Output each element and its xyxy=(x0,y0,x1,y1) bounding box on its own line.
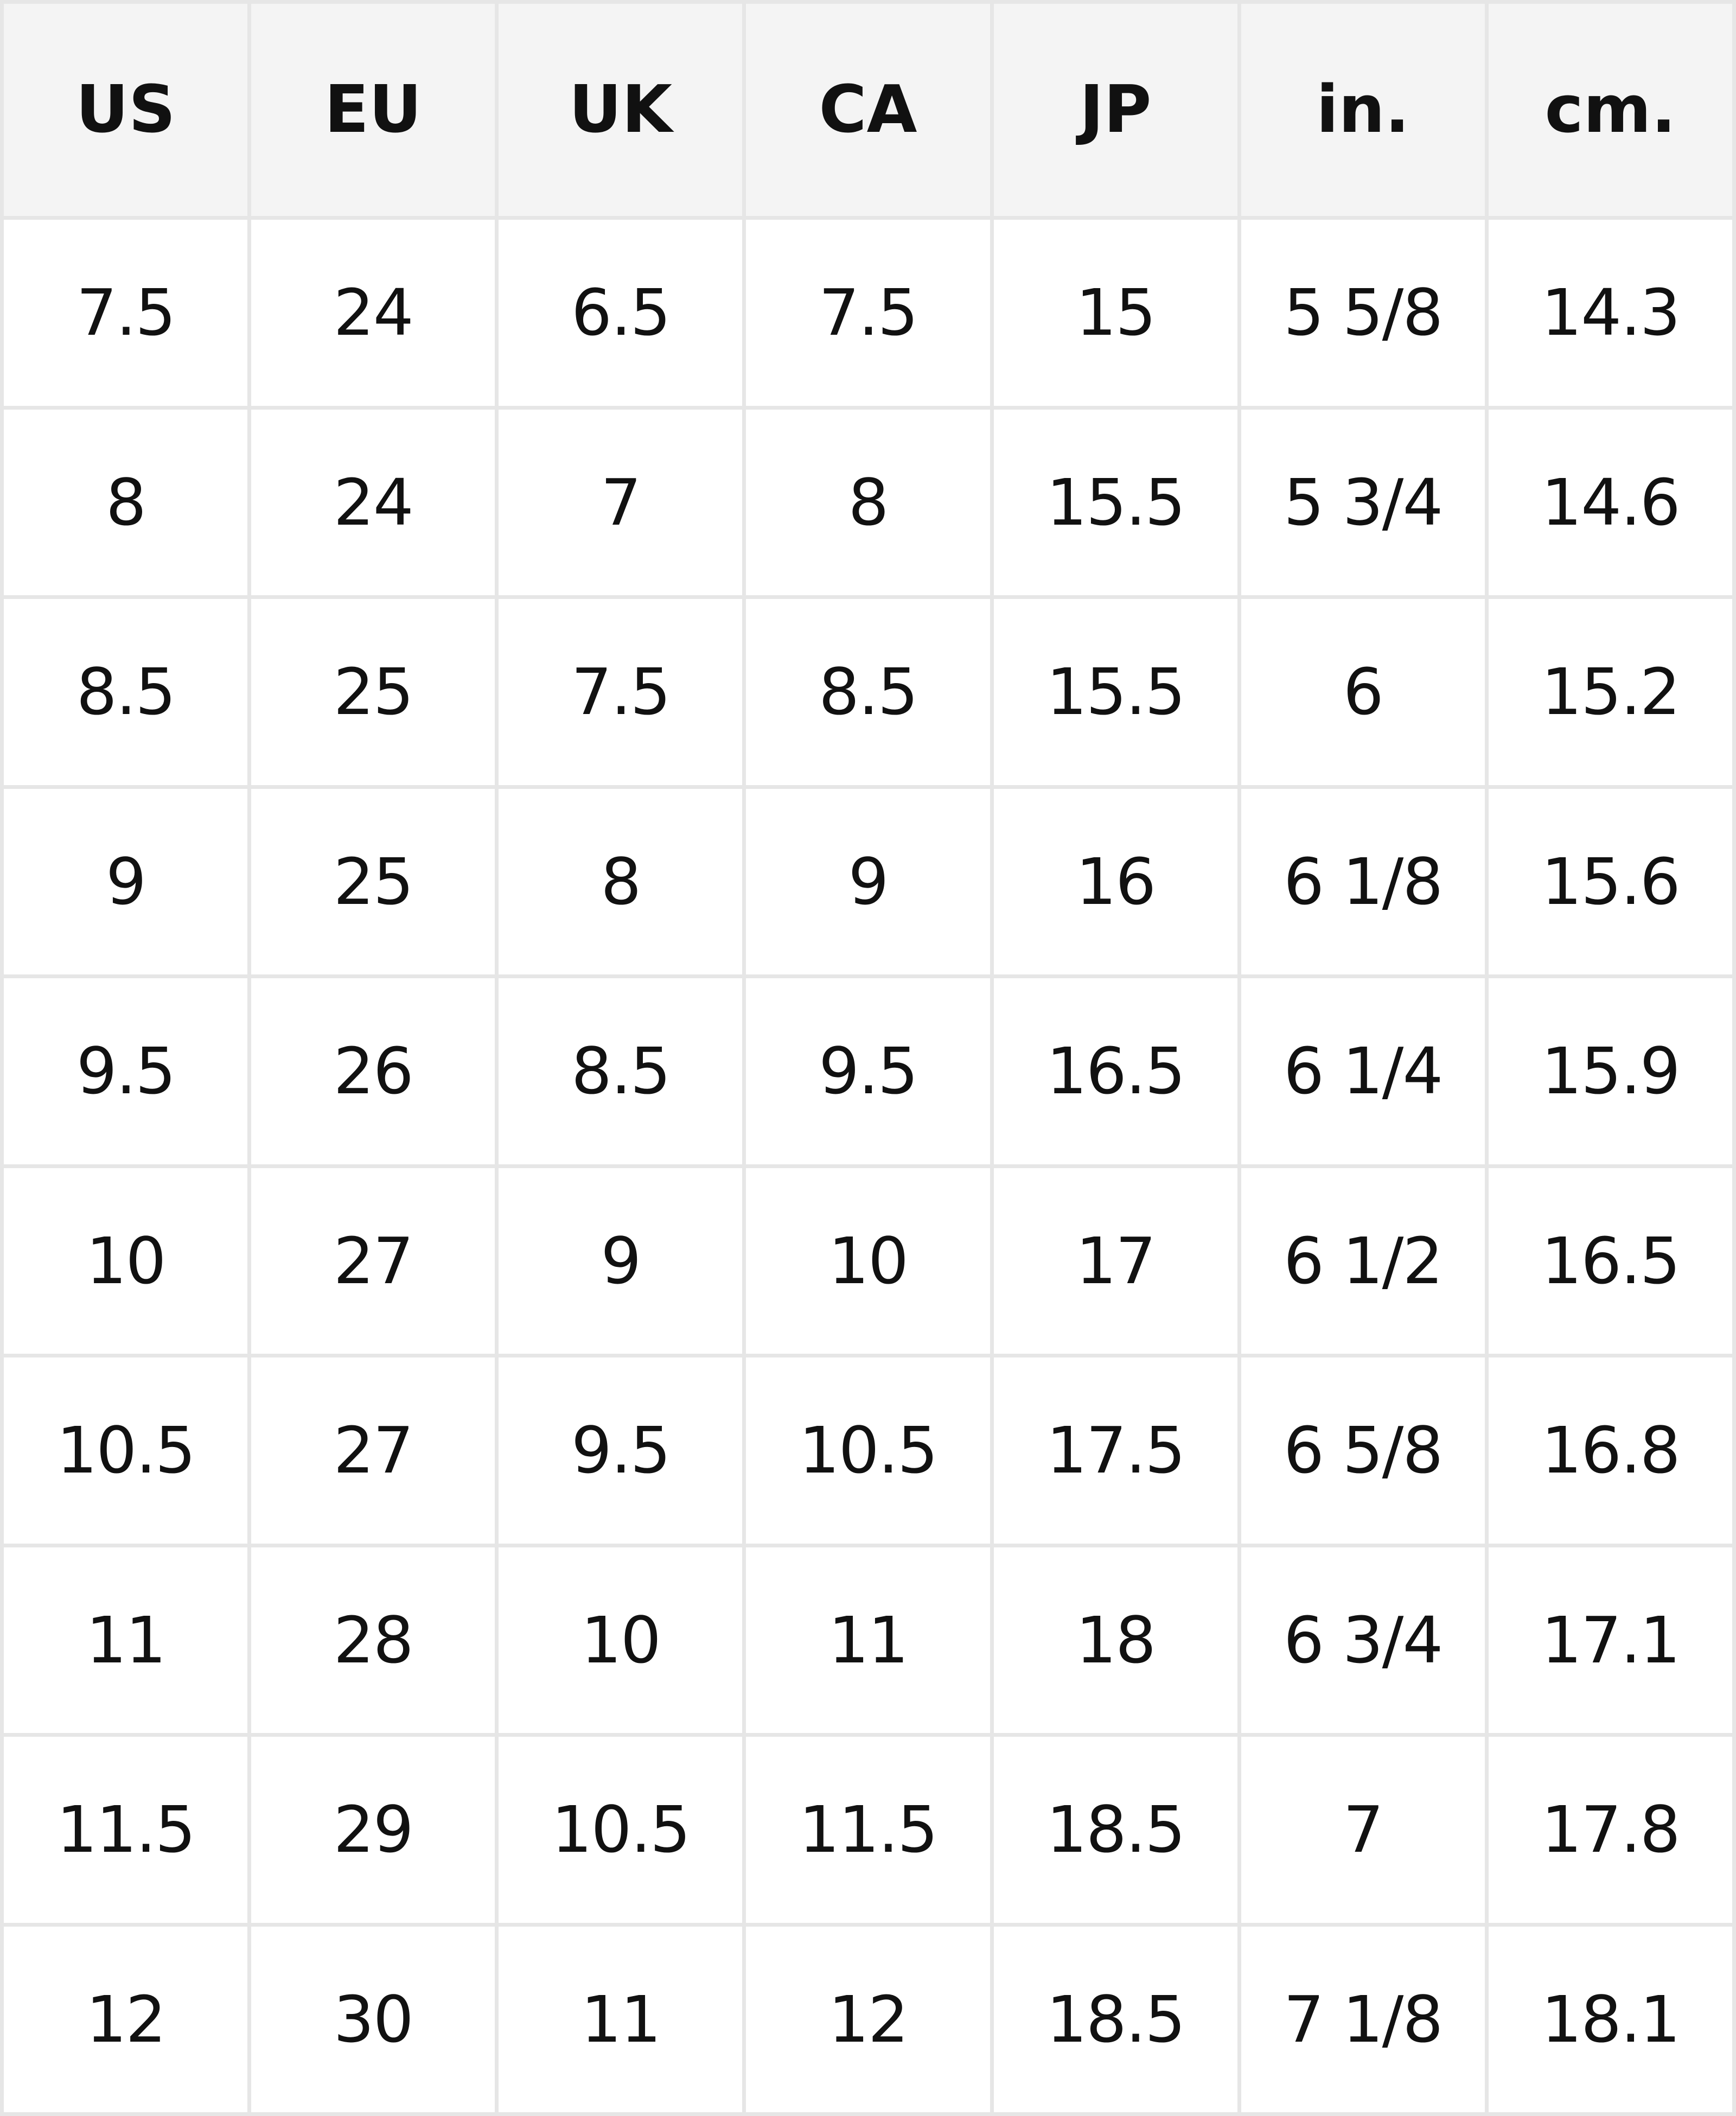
table-cell: 7.5 xyxy=(746,220,990,406)
table-cell: 29 xyxy=(251,1737,495,1923)
table-cell: 7 xyxy=(499,409,743,595)
table-cell: 8.5 xyxy=(746,599,990,785)
table-cell: 6 1/2 xyxy=(1241,1168,1485,1354)
column-header: UK xyxy=(499,4,743,216)
table-cell: 6 1/8 xyxy=(1241,788,1485,974)
table-cell: 16.5 xyxy=(1488,1168,1732,1354)
table-cell: 17 xyxy=(993,1168,1237,1354)
table-cell: 11 xyxy=(746,1547,990,1733)
table-cell: 11.5 xyxy=(4,1737,248,1923)
table-cell: 6 xyxy=(1241,599,1485,785)
table-cell: 15.9 xyxy=(1488,978,1732,1164)
table-cell: 10 xyxy=(499,1547,743,1733)
table-cell: 17.8 xyxy=(1488,1737,1732,1923)
column-header: EU xyxy=(251,4,495,216)
table-cell: 15.6 xyxy=(1488,788,1732,974)
table-cell: 27 xyxy=(251,1168,495,1354)
table-cell: 9 xyxy=(499,1168,743,1354)
table-cell: 7 xyxy=(1241,1737,1485,1923)
table-cell: 30 xyxy=(251,1926,495,2112)
table-cell: 8.5 xyxy=(4,599,248,785)
table-cell: 27 xyxy=(251,1357,495,1544)
table-cell: 25 xyxy=(251,788,495,974)
table-cell: 28 xyxy=(251,1547,495,1733)
table-cell: 18.5 xyxy=(993,1926,1237,2112)
column-header: JP xyxy=(993,4,1237,216)
table-cell: 26 xyxy=(251,978,495,1164)
table-cell: 15 xyxy=(993,220,1237,406)
table-cell: 10.5 xyxy=(499,1737,743,1923)
table-cell: 6.5 xyxy=(499,220,743,406)
table-cell: 11 xyxy=(499,1926,743,2112)
table-cell: 8.5 xyxy=(499,978,743,1164)
table-cell: 9.5 xyxy=(4,978,248,1164)
table-cell: 12 xyxy=(746,1926,990,2112)
table-cell: 8 xyxy=(499,788,743,974)
table-cell: 15.2 xyxy=(1488,599,1732,785)
table-cell: 18 xyxy=(993,1547,1237,1733)
table-cell: 8 xyxy=(746,409,990,595)
table-cell: 12 xyxy=(4,1926,248,2112)
table-cell: 8 xyxy=(4,409,248,595)
table-cell: 17.1 xyxy=(1488,1547,1732,1733)
table-cell: 17.5 xyxy=(993,1357,1237,1544)
table-cell: 10.5 xyxy=(4,1357,248,1544)
table-cell: 15.5 xyxy=(993,409,1237,595)
table-cell: 25 xyxy=(251,599,495,785)
table-cell: 7.5 xyxy=(499,599,743,785)
table-cell: 9 xyxy=(4,788,248,974)
table-cell: 9.5 xyxy=(746,978,990,1164)
table-cell: 16 xyxy=(993,788,1237,974)
table-cell: 9 xyxy=(746,788,990,974)
table-cell: 10 xyxy=(4,1168,248,1354)
table-cell: 7.5 xyxy=(4,220,248,406)
table-cell: 5 5/8 xyxy=(1241,220,1485,406)
table-cell: 18.1 xyxy=(1488,1926,1732,2112)
column-header: in. xyxy=(1241,4,1485,216)
table-cell: 5 3/4 xyxy=(1241,409,1485,595)
table-cell: 11 xyxy=(4,1547,248,1733)
table-cell: 14.3 xyxy=(1488,220,1732,406)
table-cell: 18.5 xyxy=(993,1737,1237,1923)
table-cell: 24 xyxy=(251,409,495,595)
table-cell: 14.6 xyxy=(1488,409,1732,595)
column-header: cm. xyxy=(1488,4,1732,216)
table-cell: 6 5/8 xyxy=(1241,1357,1485,1544)
table-cell: 24 xyxy=(251,220,495,406)
table-cell: 15.5 xyxy=(993,599,1237,785)
table-cell: 16.8 xyxy=(1488,1357,1732,1544)
table-cell: 6 1/4 xyxy=(1241,978,1485,1164)
table-cell: 9.5 xyxy=(499,1357,743,1544)
column-header: CA xyxy=(746,4,990,216)
column-header: US xyxy=(4,4,248,216)
table-cell: 11.5 xyxy=(746,1737,990,1923)
table-cell: 6 3/4 xyxy=(1241,1547,1485,1733)
table-cell: 10.5 xyxy=(746,1357,990,1544)
table-cell: 16.5 xyxy=(993,978,1237,1164)
table-cell: 10 xyxy=(746,1168,990,1354)
table-cell: 7 1/8 xyxy=(1241,1926,1485,2112)
